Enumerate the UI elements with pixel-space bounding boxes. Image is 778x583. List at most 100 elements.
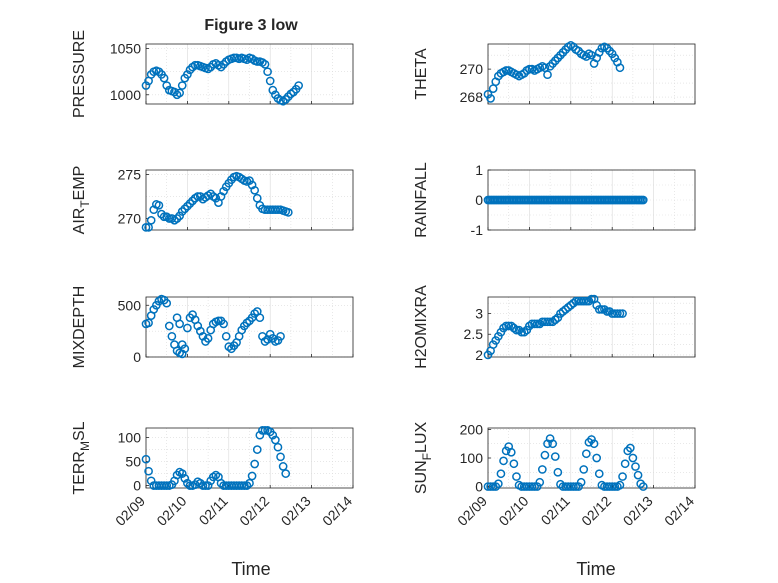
data-point (569, 482, 578, 491)
data-point (175, 319, 184, 329)
y-tick-label: 2.5 (464, 326, 484, 342)
y-tick-label: 0 (475, 479, 483, 495)
data-point (237, 481, 247, 490)
panel-terr_msl: 0 50 100 TERRMSL 02/09 02/10 02/11 02/12 02/13 02… (71, 421, 355, 529)
data-point (615, 309, 625, 318)
x-tick-label: 02/11 (538, 493, 574, 529)
series-markers (483, 41, 625, 103)
data-point (532, 482, 542, 491)
data-point (610, 482, 620, 491)
data-point (271, 435, 280, 445)
data-point (183, 201, 192, 211)
data-point (177, 340, 187, 349)
data-point (597, 305, 607, 314)
data-point (638, 195, 648, 205)
y-tick-label: 1050 (110, 41, 141, 57)
y-tick-label: 2 (475, 347, 483, 363)
data-point (556, 479, 565, 489)
data-point (501, 446, 511, 456)
data-point (488, 84, 498, 94)
data-point (141, 454, 151, 464)
y-tick-label: 1 (475, 162, 483, 178)
data-point (543, 317, 552, 327)
data-point (512, 472, 521, 481)
xlabel-left: Time (231, 559, 270, 579)
y-tick-label: 3 (475, 306, 483, 322)
data-point (185, 481, 195, 490)
data-point (607, 482, 617, 491)
y-axis-label: MIXDEPTH (71, 286, 88, 369)
data-point (180, 474, 190, 483)
x-tick-label: 02/12 (236, 493, 272, 529)
data-point (620, 459, 630, 469)
data-point (512, 325, 521, 335)
data-point (273, 442, 283, 452)
data-point (535, 477, 545, 487)
data-point (154, 200, 164, 210)
data-point (527, 482, 537, 491)
data-point (509, 459, 519, 469)
data-point (540, 450, 550, 460)
data-point (183, 478, 192, 488)
data-point (530, 482, 539, 491)
data-point (574, 482, 583, 491)
series-markers (141, 294, 285, 359)
data-point (175, 88, 184, 98)
data-point (242, 481, 252, 490)
y-tick-label: 0 (475, 192, 483, 208)
data-point (486, 94, 495, 103)
panel-mixdepth: 0 500 MIXDEPTH (71, 286, 354, 369)
data-point (571, 482, 581, 491)
x-tick-label: 02/09 (112, 493, 148, 529)
data-point (203, 481, 213, 490)
data-point (517, 327, 526, 337)
data-point (633, 470, 643, 480)
series-markers (483, 434, 648, 491)
data-point (631, 462, 640, 471)
data-point (177, 469, 187, 478)
panel-pressure: 1000 1050 PRESSURE (71, 30, 354, 118)
data-point (146, 215, 156, 225)
data-point (255, 430, 265, 440)
y-axis-label: TERRMSL (71, 421, 92, 494)
y-tick-label: -1 (471, 222, 484, 238)
y-tick-label: 1000 (110, 87, 141, 103)
series-markers (141, 426, 291, 490)
data-point (203, 334, 213, 343)
data-point (550, 452, 560, 461)
data-point (273, 205, 283, 215)
data-point (545, 317, 555, 327)
y-tick-label: 0 (133, 349, 141, 365)
data-point (201, 481, 210, 490)
data-point (268, 430, 278, 440)
y-tick-label: 0 (133, 478, 141, 494)
data-point (195, 478, 205, 488)
data-point (618, 309, 627, 318)
data-point (258, 426, 267, 435)
x-tick-label: 02/10 (495, 493, 531, 529)
data-point (579, 296, 589, 306)
x-tick-label: 02/14 (319, 493, 355, 529)
data-point (250, 459, 260, 469)
data-point (589, 439, 599, 449)
data-point (255, 313, 265, 323)
x-tick-label: 02/13 (620, 493, 656, 529)
data-point (576, 477, 586, 487)
data-point (594, 305, 604, 314)
data-point (247, 471, 257, 481)
series-markers (141, 171, 293, 232)
data-point (494, 479, 503, 489)
data-point (245, 478, 254, 488)
data-point (615, 63, 625, 73)
data-point (294, 81, 304, 90)
data-point (543, 70, 552, 80)
series-markers (483, 294, 627, 360)
y-tick-label: 200 (460, 421, 484, 437)
y-tick-label: 100 (118, 430, 142, 446)
x-tick-label: 02/14 (661, 493, 697, 529)
panel-rainfall: -1 0 1 RAINFALL (413, 162, 696, 238)
data-point (581, 296, 591, 306)
y-tick-label: 50 (125, 454, 141, 470)
data-point (496, 469, 506, 479)
